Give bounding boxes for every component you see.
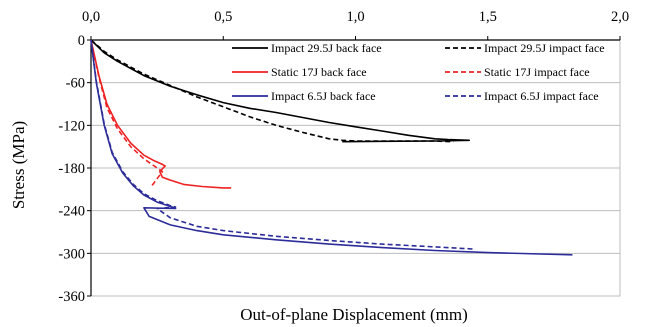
series-line-static-17j-back-face	[90, 39, 232, 189]
legend-entry-label: Static 17J impact face	[484, 65, 590, 79]
y-axis-title: Stress (MPa)	[9, 121, 28, 209]
series-line-impact-6-5j-impact-face	[90, 39, 475, 250]
x-tick-label: 2,0	[611, 9, 629, 25]
series-line-impact-6-5j-back-face	[90, 39, 573, 256]
grid-layer	[91, 82, 620, 297]
x-tick-label: 1,0	[346, 9, 364, 25]
series-layer	[90, 39, 573, 256]
axis-layer: 0 -60 -120 -180 -240 -300 -360 0,0 0,5 1,0 1,5 2,0	[58, 9, 629, 305]
y-tick-label: -60	[66, 76, 85, 92]
series-line-static-17j-impact-face	[90, 39, 164, 187]
legend-entry-label: Impact 6.5J back face	[271, 89, 376, 103]
legend-entry-label: Static 17J back face	[271, 65, 367, 79]
series-line-impact-29-5j-back-face	[90, 39, 471, 143]
legend: Impact 29.5J back face Impact 29.5J impac…	[232, 41, 605, 103]
y-tick-label: -120	[58, 118, 85, 134]
legend-entry-label: Impact 29.5J impact face	[484, 41, 605, 55]
y-tick-label: -180	[58, 161, 85, 177]
y-tick-label: -240	[58, 204, 85, 220]
y-tick-label: -360	[58, 289, 85, 305]
y-tick-label: 0	[78, 33, 85, 49]
x-tick-label: 1,5	[479, 9, 497, 25]
legend-entry-label: Impact 29.5J back face	[271, 41, 382, 55]
x-tick-label: 0,5	[214, 9, 232, 25]
x-tick-label: 0,0	[82, 9, 100, 25]
x-axis-title: Out-of-plane Displacement (mm)	[240, 305, 468, 324]
series-line-impact-29-5j-impact-face	[90, 39, 454, 143]
legend-entry-label: Impact 6.5J impact face	[484, 89, 599, 103]
y-tick-label: -300	[58, 246, 85, 262]
